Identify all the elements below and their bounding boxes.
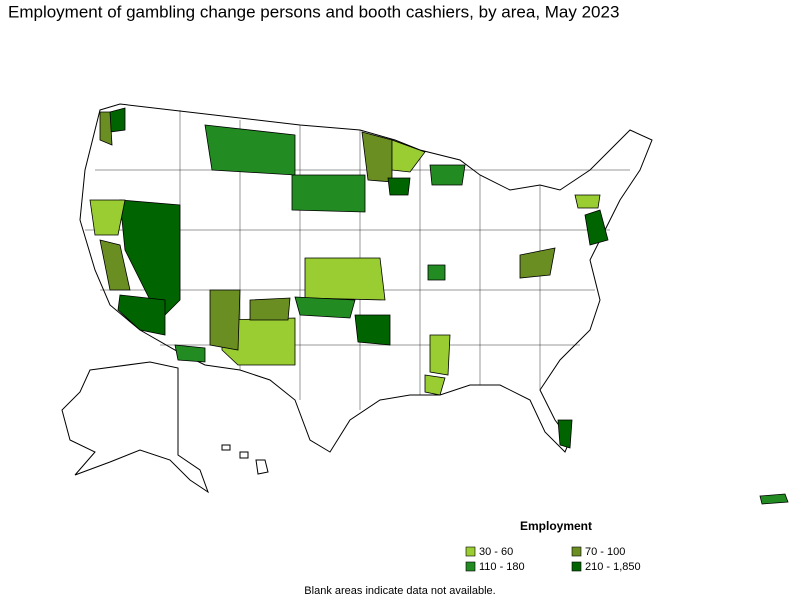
legend-title: Employment <box>520 519 592 533</box>
legend-label: 70 - 100 <box>585 546 625 558</box>
map-title: Employment of gambling change persons an… <box>8 2 619 21</box>
map-regions <box>89 107 609 449</box>
legend-label: 110 - 180 <box>479 561 525 573</box>
hawaii <box>221 444 269 475</box>
alaska <box>61 361 209 494</box>
legend-label: 210 - 1,850 <box>585 561 641 573</box>
legend-swatch <box>465 561 476 572</box>
legend: Employment 30 - 60 70 - 100 110 - 180 210 -… <box>465 519 641 573</box>
note: Blank areas indicate data not available. <box>304 585 495 597</box>
puerto-rico <box>759 493 789 505</box>
legend-label: 30 - 60 <box>479 546 513 558</box>
legend-swatch <box>571 561 582 572</box>
legend-swatch <box>465 546 476 557</box>
legend-swatch <box>571 546 582 557</box>
